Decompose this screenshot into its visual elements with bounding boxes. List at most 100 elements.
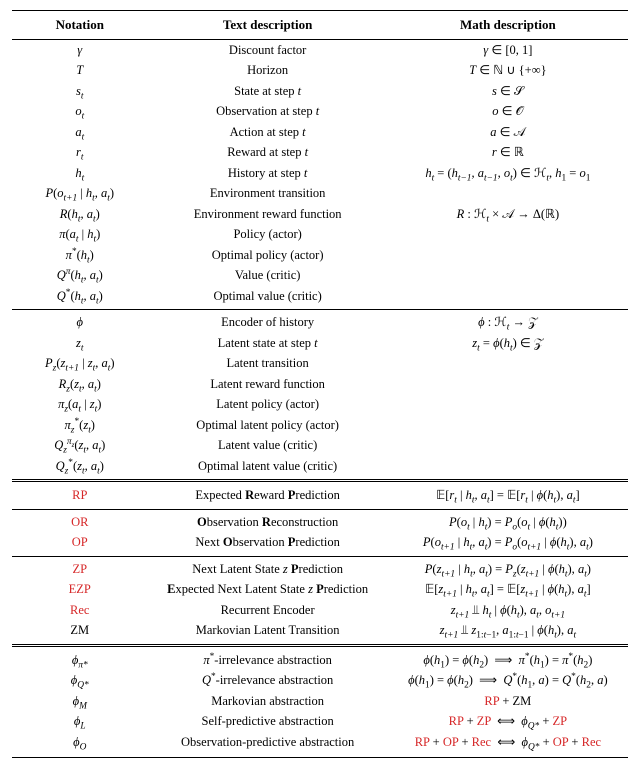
cell-notation: π(at | ht) [12,225,148,246]
cell-notation: ϕO [12,732,148,758]
cell-math [388,436,628,457]
cell-text: Next Observation Prediction [148,533,388,557]
cell-notation: πz*(zt) [12,415,148,436]
table-row: Q*(ht, at)Optimal value (critic) [12,286,628,310]
table-row: htHistory at step tht = (ht−1, at−1, ot)… [12,163,628,184]
table-row: ϕOObservation-predictive abstractionRP +… [12,732,628,758]
cell-notation: πz(at | zt) [12,395,148,416]
table-row: atAction at step ta ∈ 𝒜 [12,122,628,143]
cell-math: P(zt+1 | ht, at) = Pz(zt+1 | ϕ(ht), at) [388,556,628,580]
col-math: Math description [388,11,628,40]
cell-math [388,286,628,310]
cell-text: Observation Reconstruction [148,509,388,533]
cell-math: ϕ(h1) = ϕ(h2) ⟹ π*(h1) = π*(h2) [388,645,628,671]
cell-notation: P(ot+1 | ht, at) [12,184,148,205]
table-row: πz*(zt)Optimal latent policy (actor) [12,415,628,436]
cell-math [388,184,628,205]
table-row: stState at step ts ∈ 𝒮 [12,81,628,102]
table-row: RPExpected Reward Prediction𝔼[rt | ht, a… [12,481,628,510]
cell-notation: R(ht, at) [12,204,148,225]
cell-notation: ZP [12,556,148,580]
cell-notation: Qπ(ht, at) [12,266,148,287]
cell-math: zt = ϕ(ht) ∈ 𝒵 [388,333,628,354]
cell-math: P(ot+1 | ht, at) = Po(ot+1 | ϕ(ht), at) [388,533,628,557]
cell-text: Action at step t [148,122,388,143]
table-row: ϕEncoder of historyϕ : ℋt → 𝒵 [12,310,628,334]
cell-text: Optimal latent policy (actor) [148,415,388,436]
cell-text: Reward at step t [148,143,388,164]
cell-math: P(ot | ht) = Po(ot | ϕ(ht)) [388,509,628,533]
col-text: Text description [148,11,388,40]
table-row: ztLatent state at step tzt = ϕ(ht) ∈ 𝒵 [12,333,628,354]
cell-text: Expected Next Latent State z Prediction [148,580,388,601]
cell-math: RP + OP + Rec ⟺ ϕQ* + OP + Rec [388,732,628,758]
cell-notation: Rz(zt, at) [12,374,148,395]
cell-math: ht = (ht−1, at−1, ot) ∈ ℋt, h1 = o1 [388,163,628,184]
cell-notation: OR [12,509,148,533]
cell-notation: π*(ht) [12,245,148,266]
cell-math: s ∈ 𝒮 [388,81,628,102]
cell-math [388,374,628,395]
cell-notation: rt [12,143,148,164]
cell-math: zt+1 ⫫ ht | ϕ(ht), at, ot+1 [388,600,628,621]
table-body: γDiscount factorγ ∈ [0, 1]THorizonT ∈ ℕ … [12,40,628,758]
cell-text: Next Latent State z Prediction [148,556,388,580]
cell-text: Markovian abstraction [148,691,388,712]
table-row: Qπ(ht, at)Value (critic) [12,266,628,287]
cell-math: RP + ZP ⟺ ϕQ* + ZP [388,712,628,733]
cell-text: Value (critic) [148,266,388,287]
cell-notation: Rec [12,600,148,621]
table-row: Qzπz(zt, at)Latent value (critic) [12,436,628,457]
cell-math: a ∈ 𝒜 [388,122,628,143]
col-notation: Notation [12,11,148,40]
cell-notation: ϕπ* [12,645,148,671]
table-row: ZPNext Latent State z PredictionP(zt+1 |… [12,556,628,580]
cell-notation: EZP [12,580,148,601]
table-row: OPNext Observation PredictionP(ot+1 | ht… [12,533,628,557]
table-row: ϕLSelf-predictive abstractionRP + ZP ⟺ ϕ… [12,712,628,733]
cell-text: Latent policy (actor) [148,395,388,416]
cell-math [388,456,628,481]
cell-text: State at step t [148,81,388,102]
cell-math [388,354,628,375]
cell-notation: ZM [12,621,148,646]
cell-math: 𝔼[rt | ht, at] = 𝔼[rt | ϕ(ht), at] [388,481,628,510]
cell-text: Observation-predictive abstraction [148,732,388,758]
table-row: EZPExpected Next Latent State z Predicti… [12,580,628,601]
cell-notation: ϕQ* [12,671,148,692]
table-row: π(at | ht)Policy (actor) [12,225,628,246]
cell-math: 𝔼[zt+1 | ht, at] = 𝔼[zt+1 | ϕ(ht), at] [388,580,628,601]
cell-text: Self-predictive abstraction [148,712,388,733]
cell-text: Observation at step t [148,102,388,123]
cell-text: Latent value (critic) [148,436,388,457]
cell-notation: OP [12,533,148,557]
cell-text: Recurrent Encoder [148,600,388,621]
cell-notation: Qzπz(zt, at) [12,436,148,457]
cell-notation: ϕM [12,691,148,712]
table-row: ZMMarkovian Latent Transitionzt+1 ⫫ z1:t… [12,621,628,646]
table-row: THorizonT ∈ ℕ ∪ {+∞} [12,61,628,82]
cell-math [388,225,628,246]
table-row: otObservation at step to ∈ 𝒪 [12,102,628,123]
cell-math [388,266,628,287]
table-header-row: Notation Text description Math descripti… [12,11,628,40]
cell-text: Encoder of history [148,310,388,334]
table-row: Rz(zt, at)Latent reward function [12,374,628,395]
table-row: rtReward at step tr ∈ ℝ [12,143,628,164]
table-row: Qz*(zt, at)Optimal latent value (critic) [12,456,628,481]
cell-notation: ϕ [12,310,148,334]
cell-math: r ∈ ℝ [388,143,628,164]
cell-text: Markovian Latent Transition [148,621,388,646]
cell-text: Environment reward function [148,204,388,225]
cell-notation: st [12,81,148,102]
cell-notation: Qz*(zt, at) [12,456,148,481]
cell-math [388,245,628,266]
cell-math: γ ∈ [0, 1] [388,40,628,61]
table-row: γDiscount factorγ ∈ [0, 1] [12,40,628,61]
cell-text: Latent reward function [148,374,388,395]
cell-text: Horizon [148,61,388,82]
table-row: ϕπ*π*-irrelevance abstractionϕ(h1) = ϕ(h… [12,645,628,671]
cell-notation: ot [12,102,148,123]
table-row: Pz(zt+1 | zt, at)Latent transition [12,354,628,375]
cell-text: Optimal value (critic) [148,286,388,310]
